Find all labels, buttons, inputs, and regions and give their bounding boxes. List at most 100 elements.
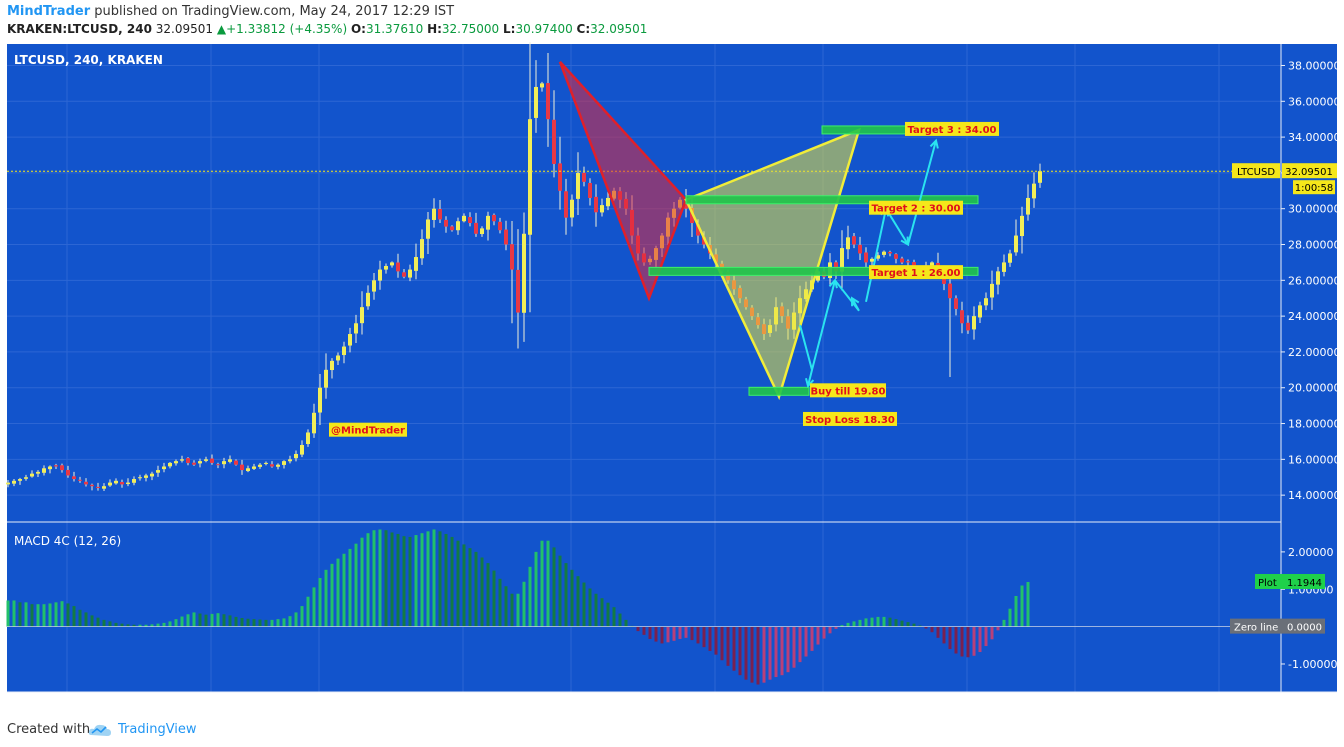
up-arrow-3-path bbox=[907, 140, 937, 245]
tradingview-cloud-icon[interactable] bbox=[88, 722, 112, 738]
macd-bar bbox=[768, 626, 772, 680]
price-change: +1.33812 (+4.35%) bbox=[226, 22, 348, 36]
candle-body bbox=[426, 219, 430, 239]
candle bbox=[1014, 219, 1018, 256]
candle-body bbox=[24, 477, 28, 479]
candle-body bbox=[534, 86, 538, 118]
candle bbox=[1008, 249, 1012, 267]
candle-body bbox=[972, 316, 976, 330]
candle-body bbox=[336, 355, 340, 361]
macd-bar bbox=[462, 544, 466, 627]
candle bbox=[1026, 184, 1030, 221]
macd-bar bbox=[426, 531, 430, 627]
macd-bar bbox=[756, 626, 760, 685]
pattern-drawings bbox=[7, 61, 1281, 401]
macd-bar bbox=[822, 626, 826, 639]
candle bbox=[156, 465, 160, 477]
candle bbox=[1002, 254, 1006, 277]
macd-bar bbox=[252, 619, 256, 627]
candle-body bbox=[432, 208, 436, 220]
candle bbox=[348, 327, 352, 353]
target-1-zone bbox=[648, 266, 979, 276]
candle-body bbox=[954, 298, 958, 309]
candle bbox=[186, 457, 190, 466]
candle-body bbox=[486, 215, 490, 230]
annotation-labels: Target 3 : 34.00 Target 2 : 30.00 Target 1… bbox=[329, 121, 1337, 634]
chart-canvas[interactable]: 14.00000 16.00000 18.00000 20.00000 22.00000… bbox=[0, 42, 1344, 712]
countdown-bg bbox=[1293, 180, 1335, 195]
macd-bar bbox=[642, 626, 646, 635]
macd-bar bbox=[210, 613, 214, 627]
candle bbox=[432, 198, 436, 228]
candle-body bbox=[978, 305, 982, 318]
candle bbox=[606, 190, 610, 211]
macd-bar bbox=[420, 533, 424, 627]
candle-body bbox=[144, 475, 148, 478]
macd-bar bbox=[744, 626, 748, 680]
candle-body bbox=[54, 465, 58, 467]
macd-bar bbox=[234, 616, 238, 627]
candle-body bbox=[90, 484, 94, 487]
macd-bar bbox=[660, 626, 664, 644]
target-2-label-text: Target 2 : 30.00 bbox=[872, 204, 961, 215]
candle-body bbox=[690, 208, 694, 224]
macd-tick-label: -1.00000 bbox=[1288, 658, 1337, 671]
candle-body bbox=[540, 83, 544, 88]
last-price: 32.09501 bbox=[155, 22, 214, 36]
macd-bar bbox=[186, 614, 190, 627]
candle bbox=[906, 259, 910, 266]
candle-body bbox=[348, 334, 352, 346]
candle bbox=[300, 440, 304, 458]
macd-bar bbox=[246, 618, 250, 627]
macd-bar bbox=[366, 533, 370, 627]
macd-bar bbox=[198, 613, 202, 627]
candle bbox=[558, 136, 562, 210]
candle-body bbox=[126, 482, 130, 485]
macd-bar bbox=[1002, 619, 1006, 627]
macd-bar bbox=[60, 601, 64, 627]
macd-bar bbox=[582, 582, 586, 627]
macd-bar bbox=[300, 606, 304, 627]
candle bbox=[396, 253, 400, 278]
candle bbox=[210, 454, 214, 465]
macd-bar bbox=[702, 626, 706, 648]
macd-bar bbox=[504, 586, 508, 627]
candle bbox=[900, 256, 904, 265]
candle-body bbox=[96, 486, 100, 488]
candle bbox=[504, 220, 508, 251]
candle-body bbox=[456, 221, 460, 231]
macd-bar bbox=[792, 626, 796, 668]
chart-title: LTCUSD, 240, KRAKEN bbox=[14, 53, 163, 67]
price-tick-label: 30.00000 bbox=[1288, 203, 1341, 216]
red-pattern-triangle bbox=[558, 61, 688, 302]
macd-bar bbox=[540, 540, 544, 627]
macd-bar bbox=[318, 578, 322, 627]
candle-body bbox=[138, 477, 142, 479]
candle bbox=[966, 315, 970, 334]
macd-bar bbox=[858, 619, 862, 627]
candle-body bbox=[414, 257, 418, 271]
macd-bar bbox=[966, 626, 970, 658]
candle bbox=[540, 81, 544, 92]
candle-body bbox=[210, 458, 214, 463]
macd-bar bbox=[96, 617, 100, 627]
time-tick-label: 27 bbox=[60, 696, 74, 709]
macd-bar bbox=[738, 626, 742, 676]
candle bbox=[120, 479, 124, 488]
candle bbox=[246, 465, 250, 473]
tradingview-brand-link[interactable]: TradingView bbox=[118, 722, 197, 737]
buy-label-bg bbox=[810, 383, 886, 398]
macd-bar bbox=[624, 619, 628, 627]
candle-body bbox=[558, 163, 562, 191]
candle-body bbox=[258, 464, 262, 467]
candle-body bbox=[1038, 171, 1042, 183]
macd-bar bbox=[108, 621, 112, 627]
candle-body bbox=[474, 222, 478, 234]
up-arrow-3 bbox=[907, 138, 939, 245]
macd-bar bbox=[126, 624, 130, 627]
candle bbox=[354, 314, 358, 343]
macd-bar bbox=[516, 593, 520, 627]
macd-bar bbox=[720, 626, 724, 661]
candle-body bbox=[300, 445, 304, 455]
author-link[interactable]: MindTrader bbox=[7, 4, 91, 19]
